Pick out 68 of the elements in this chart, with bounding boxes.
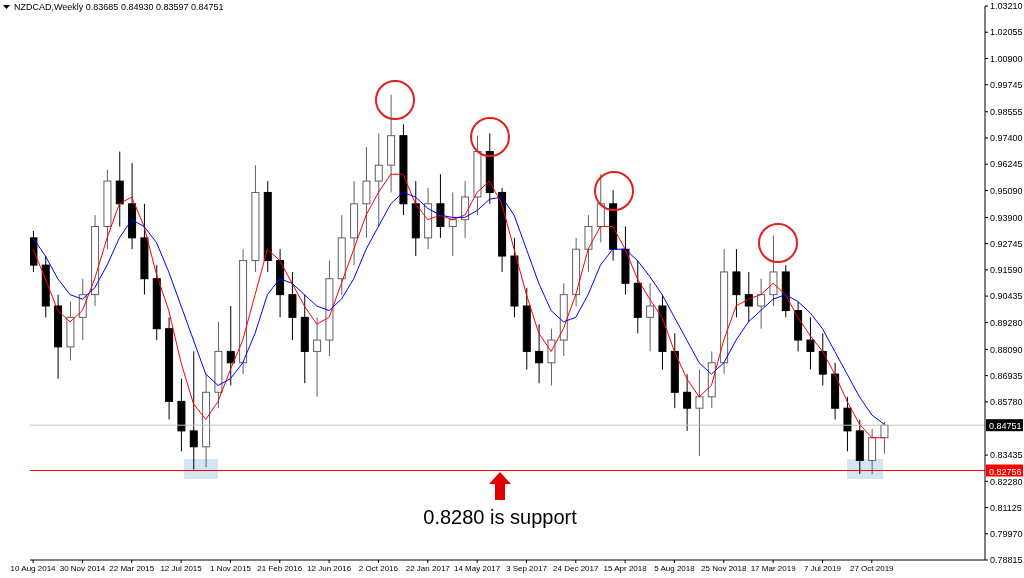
candlestick bbox=[547, 328, 556, 386]
x-tick-label: 25 Nov 2018 bbox=[701, 563, 748, 573]
x-tick-label: 24 Dec 2017 bbox=[553, 563, 600, 573]
y-tick-label: 0.97400 bbox=[990, 133, 1023, 144]
candlestick bbox=[189, 350, 198, 470]
candlestick bbox=[695, 369, 704, 457]
x-tick-label: 22 Mar 2015 bbox=[109, 563, 155, 573]
candlestick bbox=[757, 278, 766, 330]
candlestick bbox=[732, 248, 741, 318]
y-tick-label: 0.92745 bbox=[990, 238, 1023, 249]
candlestick bbox=[226, 305, 235, 386]
candlestick bbox=[880, 421, 889, 455]
y-tick-label: 0.86935 bbox=[990, 370, 1023, 381]
candlestick bbox=[868, 428, 877, 475]
y-tick-label: 0.98555 bbox=[990, 106, 1023, 117]
y-tick-label: 0.96245 bbox=[990, 159, 1023, 170]
x-tick-label: 10 Aug 2014 bbox=[10, 563, 57, 573]
candlestick bbox=[288, 271, 297, 341]
candlestick bbox=[115, 151, 124, 228]
candlestick bbox=[374, 132, 383, 228]
chart-title: NZDCAD,Weekly 0.83685 0.84930 0.83597 0.84751 bbox=[14, 2, 224, 12]
annotation: 0.8280 is support bbox=[422, 506, 578, 529]
y-tick-label: 0.93900 bbox=[990, 212, 1023, 223]
x-tick-label: 30 Nov 2014 bbox=[59, 563, 106, 573]
candlestick bbox=[806, 316, 815, 371]
y-tick-label: 1.03210 bbox=[990, 1, 1023, 12]
y-tick-label: 0.89280 bbox=[990, 317, 1023, 328]
candlestick bbox=[584, 214, 593, 273]
y-tick-label: 0.99745 bbox=[990, 79, 1023, 90]
candlestick bbox=[818, 332, 827, 386]
x-tick-label: 22 Jan 2017 bbox=[405, 563, 451, 573]
x-tick-label: 17 Mar 2019 bbox=[750, 563, 797, 573]
y-tick-label: 0.79970 bbox=[990, 528, 1023, 539]
x-tick-label: 15 Apr 2018 bbox=[603, 563, 648, 573]
candlestick bbox=[646, 282, 655, 352]
candlestick bbox=[843, 396, 852, 452]
ref-line-label: 0.82756 bbox=[989, 466, 1022, 477]
y-tick-label: 0.82280 bbox=[990, 476, 1023, 487]
x-tick-label: 5 Aug 2018 bbox=[654, 563, 696, 573]
candlestick bbox=[436, 173, 445, 239]
y-tick-label: 0.78815 bbox=[990, 555, 1023, 566]
x-tick-label: 3 Sep 2017 bbox=[505, 563, 548, 573]
candlestick bbox=[362, 146, 371, 239]
x-tick-label: 12 Jul 2015 bbox=[160, 563, 203, 573]
candlestick bbox=[744, 271, 753, 323]
candlestick bbox=[448, 191, 457, 257]
x-tick-label: 14 May 2017 bbox=[453, 563, 501, 573]
candlestick bbox=[535, 323, 544, 384]
y-tick-label: 1.02055 bbox=[990, 27, 1023, 38]
x-tick-label: 1 Nov 2015 bbox=[209, 563, 252, 573]
y-tick-label: 0.90435 bbox=[990, 291, 1023, 302]
y-tick-label: 0.85780 bbox=[990, 397, 1023, 408]
y-tick-label: 1.00900 bbox=[990, 53, 1023, 64]
y-tick-label: 0.88090 bbox=[990, 344, 1023, 355]
x-tick-label: 21 Feb 2016 bbox=[257, 563, 303, 573]
y-tick-label: 0.91590 bbox=[990, 265, 1023, 276]
y-tick-label: 0.83435 bbox=[990, 450, 1023, 461]
candlestick bbox=[683, 373, 692, 432]
x-tick-label: 2 Oct 2016 bbox=[358, 563, 399, 573]
x-tick-label: 12 Jun 2016 bbox=[307, 563, 352, 573]
x-tick-label: 7 Jul 2019 bbox=[804, 563, 842, 573]
y-tick-label: 0.95090 bbox=[990, 185, 1023, 196]
x-tick-label: 27 Oct 2019 bbox=[850, 563, 895, 573]
y-tick-label: 0.81125 bbox=[990, 502, 1022, 513]
ref-line-label: 0.84751 bbox=[989, 421, 1022, 432]
candlestick bbox=[769, 235, 778, 307]
candlestick bbox=[596, 173, 605, 243]
candlestick bbox=[313, 316, 322, 398]
